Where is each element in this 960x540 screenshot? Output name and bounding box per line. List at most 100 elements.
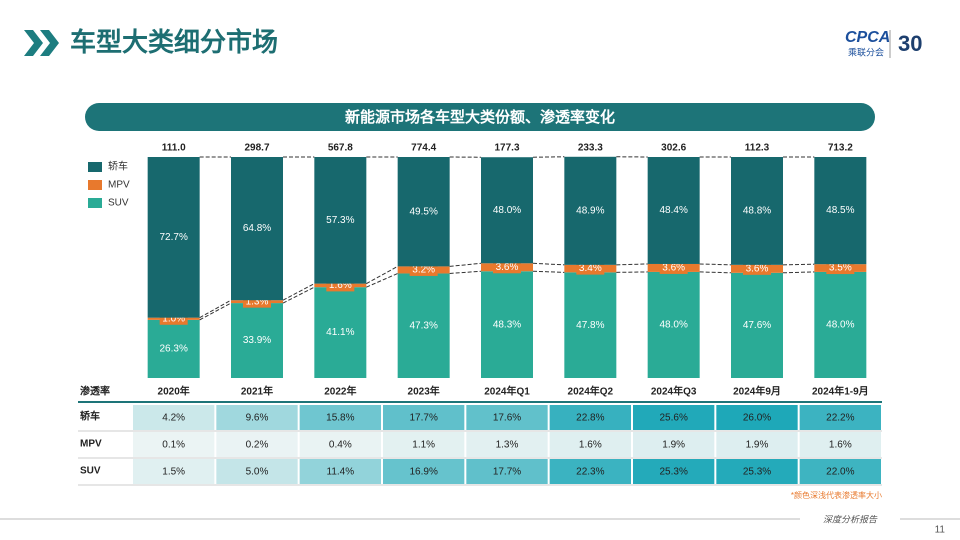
table-cell-text: 0.4% [329, 440, 352, 451]
table-cell-text: 25.6% [659, 413, 687, 424]
connector [199, 299, 232, 319]
data-label: 1.6% [329, 280, 352, 291]
data-label: 3.6% [496, 262, 519, 273]
data-label: 72.7% [159, 232, 187, 243]
bar-segment [647, 157, 700, 264]
logo: CPCA [845, 29, 890, 46]
table-cell [466, 459, 548, 484]
data-label: 48.0% [493, 205, 521, 216]
table-cell-text: 0.2% [246, 440, 269, 451]
total-label: 302.6 [661, 143, 686, 154]
page-number: 11 [935, 525, 946, 536]
data-label: 3.6% [662, 263, 685, 274]
table-cell [216, 459, 298, 484]
table-cell-text: 26.0% [743, 413, 771, 424]
table-col-header: 2024年1-9月 [812, 385, 869, 398]
data-label: 48.9% [576, 205, 604, 216]
table-cell [383, 405, 465, 430]
connector [449, 270, 482, 274]
table-cell [383, 432, 465, 457]
bar-segment [564, 272, 617, 378]
table-header: 渗透率 [80, 385, 110, 398]
logo-sub: 乘联分会 [848, 46, 884, 57]
table-cell-text: 22.8% [576, 413, 604, 424]
data-label: 3.5% [829, 263, 852, 274]
table-col-header: 2024年Q3 [651, 385, 697, 398]
legend-label: MPV [108, 180, 130, 191]
table-col-header: 2022年 [324, 385, 356, 398]
legend-label: SUV [108, 198, 129, 209]
data-label: 47.6% [743, 320, 771, 331]
table-cell-text: 1.3% [496, 440, 519, 451]
table-cell-text: 22.3% [576, 467, 604, 478]
table-col-header: 2024年9月 [733, 385, 781, 398]
chart-title: 新能源市场各车型大类份额、渗透率变化 [345, 108, 615, 126]
bar-segment [481, 271, 533, 378]
table-col-header: 2021年 [241, 385, 273, 398]
table-cell-text: 22.0% [826, 467, 854, 478]
table-cell [133, 405, 215, 430]
table-cell-text: 4.2% [162, 413, 185, 424]
connector [366, 273, 398, 288]
connector [449, 262, 482, 267]
table-cell [799, 432, 881, 457]
total-label: 774.4 [411, 143, 436, 154]
table-cell [299, 459, 381, 484]
table-cell-text: 1.6% [579, 440, 602, 451]
table-cell [299, 432, 381, 457]
bar-segment [231, 303, 283, 378]
table-cell-text: 25.3% [743, 467, 771, 478]
bar-segment [814, 157, 867, 265]
table-cell [633, 432, 715, 457]
footer-label: 深度分析报告 [823, 514, 878, 524]
data-label: 47.3% [409, 320, 437, 331]
label-bg [659, 261, 688, 274]
table-cell [549, 432, 631, 457]
table-cell-text: 1.1% [412, 440, 435, 451]
table-cell-text: 1.9% [662, 440, 685, 451]
bar-segment [647, 271, 700, 378]
table-cell-text: 17.7% [493, 467, 521, 478]
chevron [40, 30, 59, 56]
connector [782, 263, 815, 266]
connector [282, 283, 315, 301]
total-label: 233.3 [578, 143, 603, 154]
table-cell-text: 1.6% [829, 440, 852, 451]
connector [199, 302, 232, 321]
data-label: 64.8% [243, 223, 271, 234]
bar-segment [314, 157, 367, 284]
data-label: 26.3% [159, 344, 187, 355]
data-label: 3.4% [579, 263, 602, 274]
anniversary: 30 [898, 31, 922, 56]
data-label: 33.9% [243, 335, 271, 346]
bar-segment [147, 319, 200, 378]
table-cell [466, 405, 548, 430]
legend-swatch [88, 162, 102, 172]
bar-segment [397, 157, 450, 267]
legend-swatch [88, 198, 102, 208]
label-bg [409, 263, 438, 276]
label-bg [576, 262, 605, 275]
table-cell [216, 432, 298, 457]
table-cell-text: 16.9% [409, 467, 437, 478]
table-cell-text: 1.5% [162, 467, 185, 478]
connector [282, 286, 315, 304]
data-label: 57.3% [326, 215, 354, 226]
data-label: 48.8% [743, 206, 771, 217]
table-cell-text: 0.1% [162, 440, 185, 451]
data-label: 48.4% [659, 205, 687, 216]
table-cell [716, 459, 798, 484]
connector [699, 263, 732, 266]
bar-segment [231, 157, 283, 301]
table-col-header: 2020年 [158, 385, 190, 398]
table-cell [716, 405, 798, 430]
connector [366, 265, 398, 285]
data-label: 1.0% [162, 313, 185, 324]
label-bg [826, 262, 855, 275]
data-label: 48.0% [659, 320, 687, 331]
total-label: 111.0 [162, 143, 186, 154]
table-col-header: 2023年 [408, 385, 440, 398]
table-cell [633, 405, 715, 430]
total-label: 298.7 [244, 143, 269, 154]
bar-segment [814, 271, 867, 378]
